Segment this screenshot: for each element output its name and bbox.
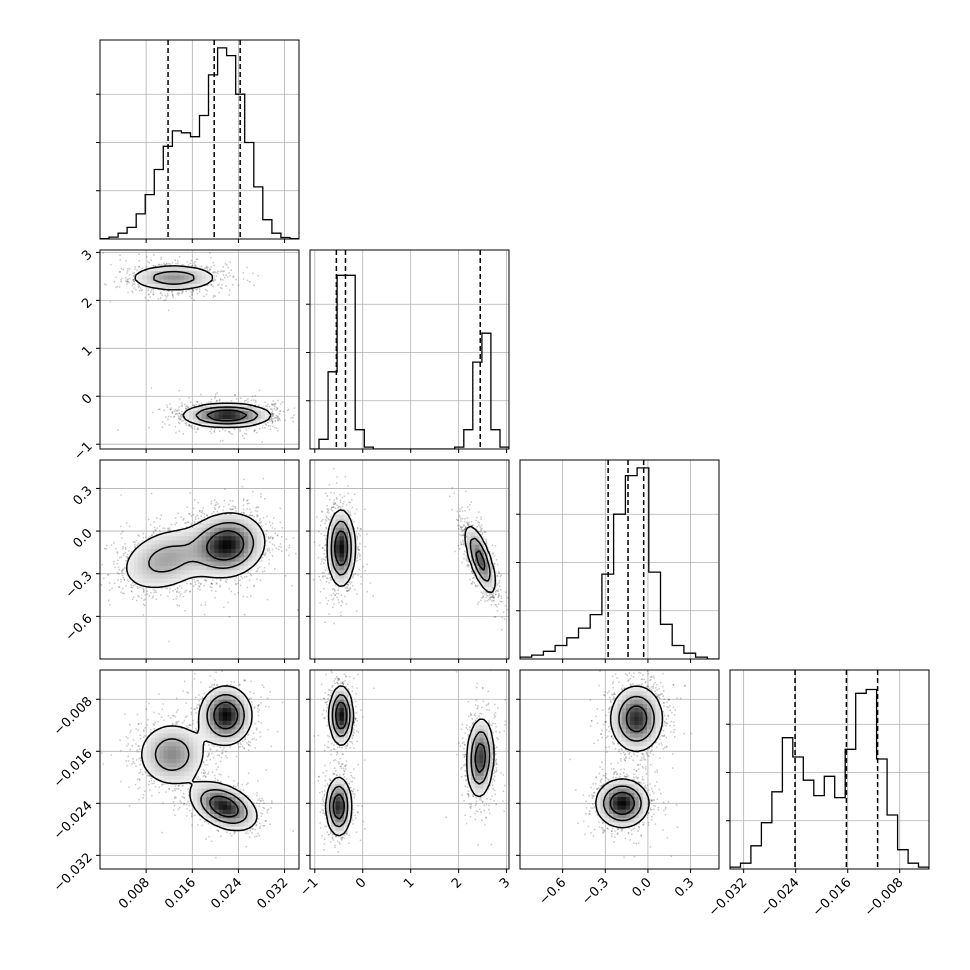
y-tick-label: 2 bbox=[79, 295, 95, 311]
y-tick-label: 3 bbox=[79, 247, 95, 263]
scatter-panel-1-3 bbox=[99, 459, 300, 660]
hist-panel-1 bbox=[96, 39, 300, 240]
contour-line bbox=[206, 409, 248, 422]
x-tick-label: −1 bbox=[297, 875, 321, 899]
scatter-panel-1-2 bbox=[99, 249, 300, 450]
y-tick-label: 0.3 bbox=[70, 483, 95, 508]
y-tick-label: −1 bbox=[71, 439, 95, 463]
x-tick-label: 3 bbox=[497, 875, 513, 891]
panel-frame bbox=[99, 459, 300, 660]
contour-line bbox=[134, 265, 272, 429]
contour-line bbox=[328, 693, 491, 828]
x-tick-label: −0.008 bbox=[862, 875, 907, 920]
panel-frame bbox=[309, 459, 510, 660]
contour-line bbox=[154, 693, 248, 825]
y-tick-label: −0.032 bbox=[51, 850, 96, 895]
contour-line bbox=[148, 521, 255, 573]
contour-line bbox=[595, 685, 664, 829]
panel-frame bbox=[99, 39, 300, 240]
x-tick-label: 0.0 bbox=[630, 875, 655, 900]
x-tick-label: 0.016 bbox=[162, 875, 199, 912]
panel-frame bbox=[519, 669, 720, 870]
panel-frame bbox=[99, 669, 300, 870]
contour-line bbox=[333, 530, 486, 571]
y-tick-label: −0.6 bbox=[63, 611, 96, 644]
x-tick-label: −0.6 bbox=[537, 875, 570, 908]
y-tick-label: 1 bbox=[79, 343, 95, 359]
panel-frame bbox=[309, 249, 510, 450]
y-tick-label: −0.3 bbox=[63, 569, 96, 602]
x-tick-label: 0.3 bbox=[672, 875, 697, 900]
histogram-step bbox=[520, 467, 719, 659]
histogram-step bbox=[100, 47, 299, 239]
x-tick-label: −0.3 bbox=[579, 875, 612, 908]
contour-line bbox=[208, 701, 240, 818]
contour-line bbox=[332, 701, 486, 820]
hist-panel-3 bbox=[516, 459, 720, 660]
contour-line bbox=[126, 512, 266, 589]
contour-line bbox=[206, 530, 245, 561]
x-tick-label: 1 bbox=[401, 875, 417, 891]
density-shading bbox=[133, 266, 270, 429]
contour-line bbox=[602, 695, 655, 822]
x-tick-label: −0.016 bbox=[810, 875, 855, 920]
panel-frame bbox=[519, 459, 720, 660]
y-tick-label: −0.008 bbox=[51, 694, 96, 739]
contour-line bbox=[140, 685, 258, 832]
scatter-panel-3-4 bbox=[519, 669, 720, 870]
scatter-panel-2-4 bbox=[309, 669, 510, 870]
scatter-panel-1-4 bbox=[99, 669, 300, 870]
x-tick-label: −0.024 bbox=[758, 875, 803, 920]
histogram-step bbox=[310, 274, 509, 449]
x-tick-label: −0.032 bbox=[706, 875, 751, 920]
hist-panel-2 bbox=[306, 249, 510, 450]
panel-frame bbox=[99, 249, 300, 450]
histogram-step bbox=[730, 688, 929, 869]
scatter-panel-2-3 bbox=[309, 459, 510, 660]
x-tick-label: 0.008 bbox=[116, 875, 153, 912]
contour-line bbox=[330, 520, 491, 582]
y-tick-label: 0 bbox=[79, 391, 95, 407]
contour-line bbox=[609, 705, 648, 816]
panel-frame bbox=[309, 669, 510, 870]
contour-line bbox=[152, 270, 259, 425]
y-tick-label: −0.024 bbox=[51, 798, 96, 843]
hist-panel-4 bbox=[726, 669, 930, 870]
contour-line bbox=[324, 685, 495, 837]
x-tick-label: 2 bbox=[449, 875, 465, 891]
y-tick-label: 0.0 bbox=[70, 526, 95, 551]
panel-frame bbox=[729, 669, 930, 870]
x-tick-label: 0.024 bbox=[208, 875, 245, 912]
y-tick-label: −0.016 bbox=[51, 746, 96, 791]
x-tick-label: 0 bbox=[353, 875, 369, 891]
contour-line bbox=[326, 509, 497, 594]
x-tick-label: 0.032 bbox=[254, 875, 291, 912]
